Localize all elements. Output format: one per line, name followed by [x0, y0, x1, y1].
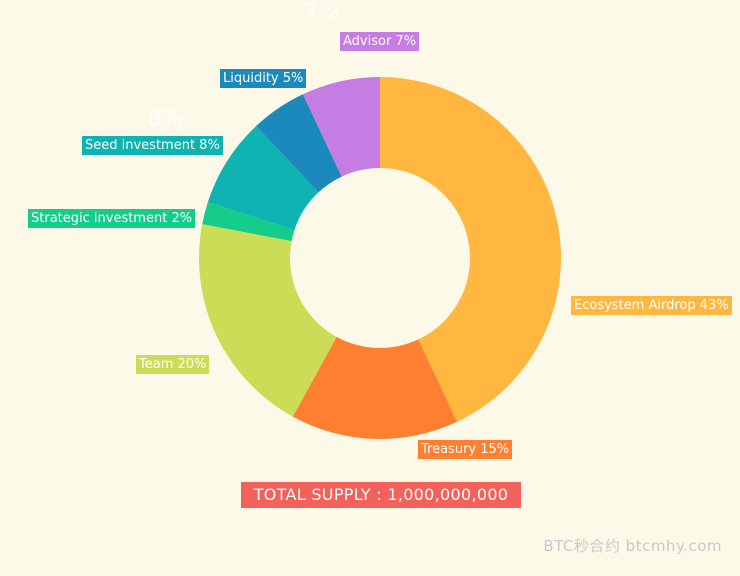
label-advisor: Advisor 7% — [340, 32, 420, 51]
ghost-label-1: 8% — [148, 106, 183, 131]
slice-strategic-investment — [202, 202, 295, 242]
slice-treasury — [292, 336, 458, 439]
slice-team — [199, 224, 337, 417]
label-ecosystem-airdrop: Ecosystem Airdrop 43% — [571, 296, 732, 315]
label-seed-investment: Seed investment 8% — [82, 136, 223, 155]
slice-seed-investment — [207, 126, 319, 231]
label-treasury: Treasury 15% — [418, 440, 513, 459]
slice-advisor — [302, 77, 380, 177]
slice-liquidity — [256, 94, 342, 193]
label-team: Team 20% — [136, 355, 210, 374]
slice-ecosystem-airdrop — [380, 77, 561, 422]
ghost-label-0: 7% — [304, 0, 339, 25]
watermark: BTC秒合约 btcmhy.com — [543, 537, 722, 555]
label-liquidity: Liquidity 5% — [220, 69, 307, 88]
label-strategic-investment: Strategic investment 2% — [28, 209, 196, 228]
total-supply-banner: TOTAL SUPPLY : 1,000,000,000 — [241, 482, 521, 508]
